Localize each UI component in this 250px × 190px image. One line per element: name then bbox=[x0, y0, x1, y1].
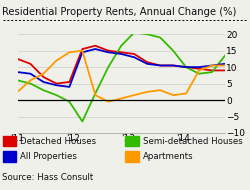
Text: Apartments: Apartments bbox=[142, 152, 193, 161]
Text: Semi-detached Houses: Semi-detached Houses bbox=[142, 137, 242, 146]
Text: Residential Property Rents, Annual Change (%): Residential Property Rents, Annual Chang… bbox=[2, 7, 237, 17]
Text: Detached Houses: Detached Houses bbox=[20, 137, 96, 146]
Text: All Properties: All Properties bbox=[20, 152, 77, 161]
Text: Source: Hass Consult: Source: Hass Consult bbox=[2, 173, 94, 182]
